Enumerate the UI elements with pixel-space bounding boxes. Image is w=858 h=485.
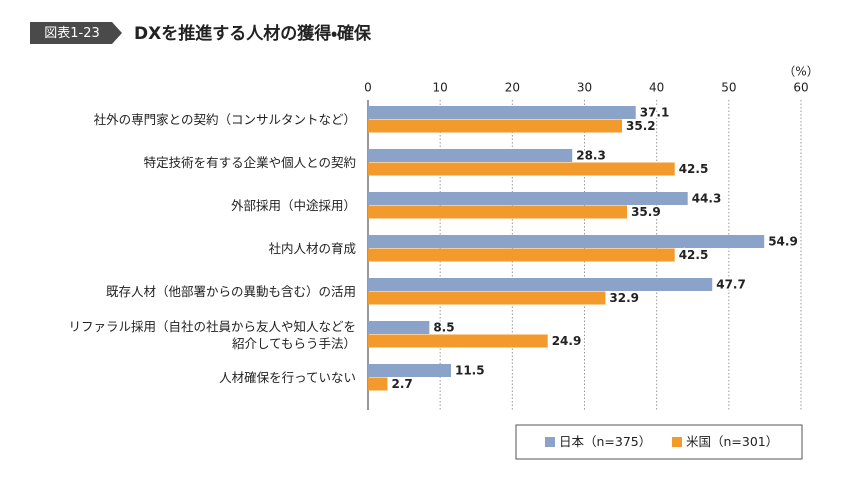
value-label: 42.5 (679, 248, 709, 262)
bar (368, 377, 388, 391)
bar (368, 192, 688, 205)
y-tick-label: 人材確保を行っていない (219, 370, 356, 385)
value-label: 32.9 (609, 291, 639, 305)
legend-box (515, 424, 803, 460)
value-label: 42.5 (679, 162, 709, 176)
value-label: 11.5 (455, 363, 485, 377)
x-tick-label: 10 (433, 81, 448, 95)
chart-title: DXを推進する人材の獲得・確保 (134, 23, 372, 44)
legend-swatch (672, 437, 682, 447)
x-tick-label: 50 (721, 81, 736, 95)
bar (368, 205, 628, 219)
y-tick-label: 社内人材の育成 (268, 241, 356, 256)
value-label: 28.3 (576, 148, 606, 162)
y-tick-label: 特定技術を有する企業や個人との契約 (143, 155, 356, 170)
x-tick-label: 20 (505, 81, 520, 95)
value-label: 35.9 (631, 205, 661, 219)
bar (368, 248, 675, 262)
bar (368, 235, 765, 248)
y-tick-label: 既存人材（他部署からの異動も含む）の活用 (105, 284, 356, 299)
y-tick-label: 外部採用（中途採用） (230, 198, 356, 213)
figure-label: 図表1-23 (44, 26, 100, 41)
x-tick-label: 60 (793, 81, 808, 95)
legend-label: 日本（n=375） (559, 434, 651, 449)
x-tick-label: 0 (364, 81, 372, 95)
x-tick-label: 40 (649, 81, 664, 95)
value-label: 8.5 (433, 320, 454, 334)
bar (368, 106, 636, 119)
bar (368, 334, 548, 348)
bar (368, 119, 623, 133)
figure-badge (30, 22, 122, 44)
value-label: 37.1 (640, 105, 670, 119)
y-tick-label: リファラル採用（自社の社員から友人や知人などを 紹介してもらう手法） (68, 318, 356, 351)
value-label: 2.7 (391, 377, 412, 391)
legend-swatch (545, 437, 555, 447)
value-label: 35.2 (626, 119, 656, 133)
bar (368, 278, 713, 291)
value-label: 54.9 (768, 234, 798, 248)
bar (368, 364, 451, 377)
x-tick-label: 30 (577, 81, 592, 95)
unit-label: （%） (783, 65, 818, 79)
value-label: 24.9 (552, 334, 582, 348)
legend-label: 米国（n=301） (686, 434, 778, 449)
y-tick-label: 社外の専門家との契約（コンサルタントなど） (93, 112, 356, 127)
bar (368, 162, 675, 176)
value-label: 44.3 (692, 191, 722, 205)
bar (368, 291, 606, 305)
value-label: 47.7 (716, 277, 746, 291)
bar (368, 149, 573, 162)
bar (368, 321, 430, 334)
